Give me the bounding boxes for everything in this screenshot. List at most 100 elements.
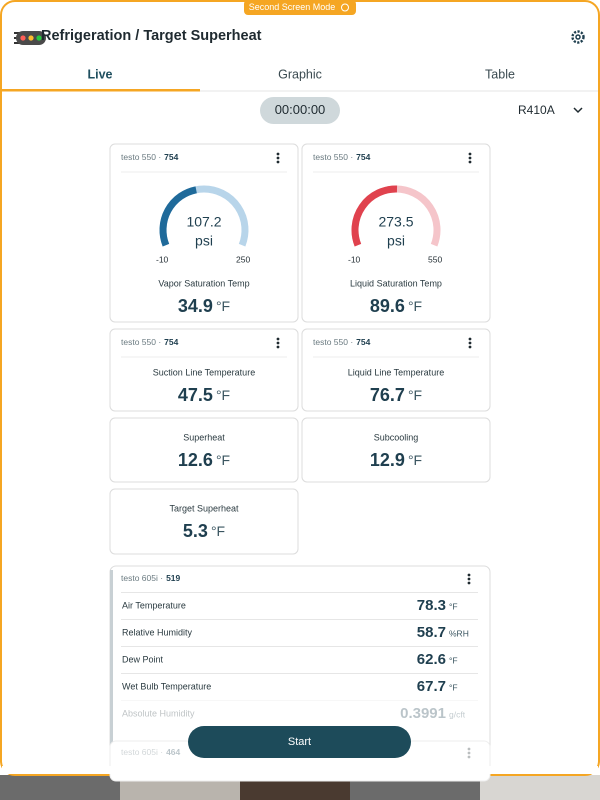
gauge-unit: psi <box>387 233 405 249</box>
gauge-value <box>351 185 398 247</box>
dot <box>468 160 472 164</box>
dot <box>276 160 280 164</box>
reading: 12.9 °F <box>370 450 422 470</box>
reading-value: 47.5 <box>178 385 213 405</box>
reading-unit: °F <box>408 387 422 403</box>
reading-unit: °F <box>216 298 230 314</box>
info-icon <box>341 3 349 12</box>
button-label[interactable]: Start <box>288 736 311 748</box>
gauge-min: -10 <box>348 254 361 264</box>
tab[interactable]: Live <box>87 67 112 81</box>
dot <box>467 755 471 759</box>
bottom-mask <box>2 766 598 774</box>
reading-label: Vapor Saturation Temp <box>158 278 249 288</box>
row-label: Wet Bulb Temperature <box>122 681 211 691</box>
reading-unit: °F <box>211 523 225 539</box>
device-header: testo 550 · 754 <box>121 152 179 162</box>
button-bg[interactable] <box>188 726 411 758</box>
device-serial: 754 <box>356 152 370 162</box>
card-accent <box>110 570 113 760</box>
start-button[interactable]: Start <box>188 726 411 758</box>
measurement-card: testo 550 · 754 273.5 psi -10 550 Liquid Satur… <box>301 143 491 323</box>
card-bg <box>301 143 491 323</box>
card-bg <box>109 488 299 555</box>
tab[interactable]: Graphic <box>278 67 322 81</box>
card-bg <box>109 328 299 412</box>
card-bg <box>109 143 299 323</box>
dot <box>468 341 472 345</box>
row-unit: %RH <box>449 628 469 638</box>
gauge-unit: psi <box>195 233 213 249</box>
device-serial: 754 <box>356 337 370 347</box>
more-menu[interactable] <box>468 337 472 349</box>
reading-unit: °F <box>216 452 230 468</box>
reading-value: 76.7 <box>370 385 405 405</box>
row-label: Dew Point <box>122 654 164 664</box>
background-photo <box>480 775 600 800</box>
gauge-min: -10 <box>156 254 169 264</box>
reading-label: Suction Line Temperature <box>153 367 255 377</box>
device-serial: 519 <box>166 573 180 583</box>
dot <box>468 152 472 156</box>
row-label: Relative Humidity <box>122 627 193 637</box>
device-name: testo 550 · <box>313 152 353 162</box>
reading-value: 34.9 <box>178 296 213 316</box>
timer: 00:00:00 <box>275 102 326 117</box>
gauge-reading: 273.5 <box>378 214 413 230</box>
reading: 47.5 °F <box>178 385 230 405</box>
timer-pill <box>260 97 340 124</box>
gauge-reading: 107.2 <box>186 214 221 230</box>
measurement-card: testo 550 · 754 107.2 psi -10 250 Vapor Satura… <box>109 143 299 323</box>
device-name: testo 550 · <box>313 337 353 347</box>
banner-text: Second Screen Mode <box>249 2 336 12</box>
row-unit: °F <box>449 655 458 665</box>
device-serial: 754 <box>164 337 178 347</box>
reading-unit: °F <box>216 387 230 403</box>
more-menu[interactable] <box>468 152 472 164</box>
device-header: testo 550 · 754 <box>121 337 179 347</box>
settings-button[interactable] <box>571 30 585 44</box>
refrigerant[interactable]: R410A <box>518 103 555 117</box>
reading-label: Liquid Line Temperature <box>348 367 444 377</box>
gauge-value <box>159 186 197 247</box>
more-menu[interactable] <box>276 337 280 349</box>
device-header: testo 605i · 519 <box>121 573 181 583</box>
more-menu[interactable] <box>467 573 471 585</box>
device-name: testo 605i · <box>121 747 163 757</box>
dot <box>467 573 471 577</box>
menu-button[interactable] <box>14 31 46 45</box>
dropdown-chevron[interactable] <box>573 107 583 114</box>
dot <box>276 337 280 341</box>
row-value: 58.7 <box>417 624 446 641</box>
reading: 34.9 °F <box>178 296 230 316</box>
tab-indicator <box>2 89 200 92</box>
device-name: testo 550 · <box>121 337 161 347</box>
measurement-card: Target Superheat 5.3 °F <box>109 488 299 555</box>
gauge-max: 550 <box>428 254 442 264</box>
row-label: Absolute Humidity <box>122 708 195 718</box>
more-menu[interactable] <box>467 747 471 759</box>
reading: 12.6 °F <box>178 450 230 470</box>
reading: 5.3 °F <box>183 521 225 541</box>
card-bg <box>301 417 491 483</box>
device-name: testo 550 · <box>121 152 161 162</box>
dot <box>276 345 280 349</box>
more-menu[interactable] <box>276 152 280 164</box>
reading-label: Superheat <box>183 432 225 442</box>
dot <box>467 747 471 751</box>
reading-value: 5.3 <box>183 521 208 541</box>
reading-value: 12.9 <box>370 450 405 470</box>
reading-unit: °F <box>408 452 422 468</box>
reading: 89.6 °F <box>370 296 422 316</box>
dot <box>276 341 280 345</box>
device-header: testo 550 · 754 <box>313 152 371 162</box>
dot <box>276 152 280 156</box>
tab[interactable]: Table <box>485 67 515 81</box>
row-value: 67.7 <box>417 678 446 695</box>
card-bg <box>109 417 299 483</box>
reading: 76.7 °F <box>370 385 422 405</box>
row-value: 0.3991 <box>400 705 446 722</box>
device-serial: 754 <box>164 152 178 162</box>
row-value: 78.3 <box>417 597 446 614</box>
row-value: 62.6 <box>417 651 446 668</box>
